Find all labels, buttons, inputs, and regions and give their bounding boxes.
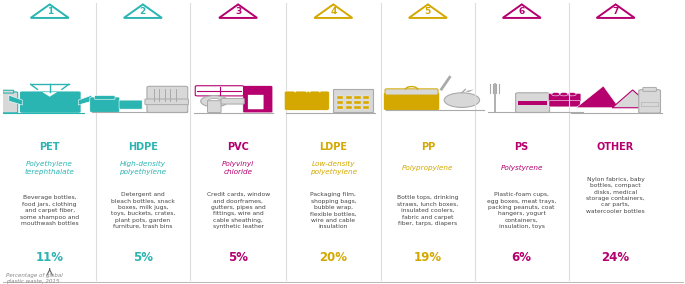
Polygon shape (78, 95, 92, 105)
FancyBboxPatch shape (243, 86, 273, 113)
Text: High-density
polyethylene: High-density polyethylene (119, 161, 166, 175)
FancyBboxPatch shape (3, 90, 14, 93)
Text: 24%: 24% (601, 251, 630, 264)
Text: 11%: 11% (36, 251, 64, 264)
Circle shape (560, 93, 568, 96)
FancyBboxPatch shape (643, 87, 656, 91)
FancyBboxPatch shape (354, 106, 360, 109)
Text: OTHER: OTHER (597, 142, 634, 152)
Circle shape (551, 93, 560, 96)
FancyBboxPatch shape (119, 100, 142, 109)
FancyBboxPatch shape (641, 102, 658, 106)
FancyBboxPatch shape (519, 101, 547, 105)
FancyBboxPatch shape (284, 91, 329, 110)
Text: Plastic-foam cups,
egg boxes, meat trays,
packing peanuts, coat
hangers, yogurt
: Plastic-foam cups, egg boxes, meat trays… (487, 192, 556, 229)
FancyBboxPatch shape (147, 86, 188, 112)
FancyBboxPatch shape (0, 92, 18, 113)
Text: 20%: 20% (319, 251, 347, 264)
Text: 19%: 19% (414, 251, 442, 264)
Polygon shape (612, 90, 653, 108)
Text: Beverage bottles,
food jars, clothing
and carpet fiber,
some shampoo and
mouthwa: Beverage bottles, food jars, clothing an… (20, 195, 79, 226)
Circle shape (444, 93, 479, 107)
Text: 5%: 5% (228, 251, 248, 264)
FancyBboxPatch shape (354, 96, 360, 99)
Text: 2: 2 (140, 7, 146, 16)
Text: 5: 5 (425, 7, 431, 16)
FancyBboxPatch shape (638, 90, 660, 113)
FancyBboxPatch shape (384, 92, 440, 110)
Text: Packaging film,
shopping bags,
bubble wrap,
flexible bottles,
wire and cable
ins: Packaging film, shopping bags, bubble wr… (310, 192, 357, 229)
Text: 3: 3 (235, 7, 241, 16)
Text: 4: 4 (330, 7, 336, 16)
Text: Low-density
polyethylene: Low-density polyethylene (310, 161, 357, 175)
FancyBboxPatch shape (95, 96, 115, 100)
Text: Bottle tops, drinking
straws, lunch boxes,
insulated coolers,
fabric and carpet
: Bottle tops, drinking straws, lunch boxe… (397, 195, 459, 226)
Text: Polyethylene
terephthalate: Polyethylene terephthalate (25, 161, 75, 175)
Polygon shape (43, 92, 56, 97)
Text: Credit cards, window
and doorframes,
gutters, pipes and
fittings, wire and
cable: Credit cards, window and doorframes, gut… (207, 192, 270, 229)
Text: LDPE: LDPE (319, 142, 347, 152)
FancyBboxPatch shape (345, 96, 351, 99)
FancyBboxPatch shape (345, 106, 351, 109)
FancyBboxPatch shape (90, 97, 120, 112)
Circle shape (568, 93, 576, 96)
Text: 5%: 5% (133, 251, 153, 264)
Text: Polyvinyl
chloride: Polyvinyl chloride (222, 162, 254, 175)
FancyBboxPatch shape (363, 106, 369, 109)
Text: PS: PS (514, 142, 529, 152)
FancyBboxPatch shape (337, 106, 343, 109)
FancyBboxPatch shape (195, 86, 244, 96)
Text: 6%: 6% (512, 251, 532, 264)
FancyBboxPatch shape (247, 95, 264, 110)
FancyBboxPatch shape (221, 99, 245, 104)
FancyBboxPatch shape (334, 89, 373, 112)
FancyBboxPatch shape (354, 101, 360, 104)
Text: PVC: PVC (227, 142, 249, 152)
FancyBboxPatch shape (337, 96, 343, 99)
FancyBboxPatch shape (363, 101, 369, 104)
Text: PP: PP (421, 142, 435, 152)
Text: 6: 6 (519, 7, 525, 16)
FancyBboxPatch shape (363, 96, 369, 99)
Text: 7: 7 (612, 7, 619, 16)
Text: Polystyrene: Polystyrene (501, 165, 543, 172)
Polygon shape (465, 89, 474, 92)
Text: PET: PET (40, 142, 60, 152)
FancyBboxPatch shape (145, 99, 188, 105)
Circle shape (0, 94, 2, 99)
FancyBboxPatch shape (337, 101, 343, 104)
Circle shape (208, 99, 221, 104)
Text: Polypropylene: Polypropylene (402, 165, 453, 171)
Text: Nylon fabrics, baby
bottles, compact
disks, medical
storage containers,
car part: Nylon fabrics, baby bottles, compact dis… (586, 177, 645, 214)
Text: 1: 1 (47, 7, 53, 16)
Text: HDPE: HDPE (128, 142, 158, 152)
FancyBboxPatch shape (20, 91, 81, 113)
Circle shape (201, 96, 228, 107)
Polygon shape (9, 95, 23, 105)
FancyBboxPatch shape (549, 101, 580, 107)
FancyBboxPatch shape (385, 89, 438, 95)
FancyBboxPatch shape (345, 101, 351, 104)
Polygon shape (576, 86, 619, 108)
Text: Percentage of global
plastic waste, 2015: Percentage of global plastic waste, 2015 (6, 273, 63, 284)
Text: Detergent and
bleach bottles, snack
boxes, milk jugs,
toys, buckets, crates,
pla: Detergent and bleach bottles, snack boxe… (111, 192, 175, 229)
FancyBboxPatch shape (208, 101, 221, 112)
FancyBboxPatch shape (548, 93, 581, 102)
FancyBboxPatch shape (516, 93, 549, 112)
